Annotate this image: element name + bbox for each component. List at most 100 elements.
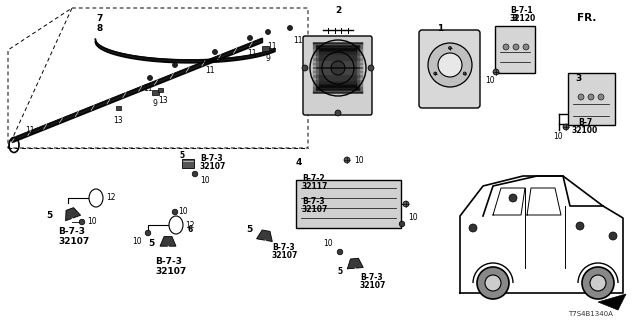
Circle shape xyxy=(590,275,606,291)
Text: B-7-3: B-7-3 xyxy=(155,258,182,267)
Circle shape xyxy=(493,69,499,75)
Circle shape xyxy=(582,267,614,299)
Text: 10: 10 xyxy=(408,213,418,222)
Circle shape xyxy=(428,43,472,87)
Text: 11: 11 xyxy=(247,49,257,58)
Text: 11: 11 xyxy=(143,84,153,92)
Text: B-7-3: B-7-3 xyxy=(200,154,223,163)
Text: 32107: 32107 xyxy=(302,205,328,214)
Circle shape xyxy=(192,171,198,177)
Text: 11: 11 xyxy=(205,66,215,75)
Circle shape xyxy=(322,52,354,84)
Text: 10: 10 xyxy=(200,175,210,185)
Text: 2: 2 xyxy=(335,5,341,14)
Text: 11: 11 xyxy=(268,42,276,51)
Circle shape xyxy=(212,50,218,54)
Text: 10: 10 xyxy=(178,207,188,217)
Circle shape xyxy=(576,222,584,230)
Text: 12: 12 xyxy=(106,194,115,203)
Bar xyxy=(262,45,269,51)
Text: B-7: B-7 xyxy=(578,117,592,126)
Circle shape xyxy=(469,224,477,232)
Polygon shape xyxy=(160,236,176,246)
Circle shape xyxy=(337,249,343,255)
Circle shape xyxy=(463,72,466,75)
Text: 11: 11 xyxy=(293,36,303,44)
Text: 10: 10 xyxy=(323,239,333,249)
Circle shape xyxy=(145,230,151,236)
Text: 32107: 32107 xyxy=(155,268,186,276)
Text: 12: 12 xyxy=(185,220,195,229)
Text: 5: 5 xyxy=(45,211,52,220)
Text: T7S4B1340A: T7S4B1340A xyxy=(568,311,613,317)
Circle shape xyxy=(588,94,594,100)
Text: FR.: FR. xyxy=(577,13,596,23)
Text: 13: 13 xyxy=(113,116,123,124)
Circle shape xyxy=(403,201,409,207)
FancyBboxPatch shape xyxy=(419,30,480,108)
Bar xyxy=(296,180,401,228)
Text: 10: 10 xyxy=(553,132,563,140)
Text: 10: 10 xyxy=(87,218,97,227)
Text: 3: 3 xyxy=(512,13,518,22)
Text: 1: 1 xyxy=(437,23,443,33)
Text: 32120: 32120 xyxy=(510,13,536,22)
Text: 11: 11 xyxy=(25,125,35,134)
Circle shape xyxy=(266,29,271,35)
Circle shape xyxy=(79,219,85,225)
Circle shape xyxy=(438,53,462,77)
Text: 32107: 32107 xyxy=(58,237,89,246)
Text: B-7-2: B-7-2 xyxy=(302,173,324,182)
Bar xyxy=(115,106,120,110)
Circle shape xyxy=(523,44,529,50)
Circle shape xyxy=(335,110,341,116)
Text: 10: 10 xyxy=(132,236,142,245)
Circle shape xyxy=(331,61,345,75)
Circle shape xyxy=(578,94,584,100)
Circle shape xyxy=(513,44,519,50)
Text: 32107: 32107 xyxy=(272,252,298,260)
Text: 4: 4 xyxy=(296,157,302,166)
Text: 32107: 32107 xyxy=(360,282,387,291)
Text: B-7-3: B-7-3 xyxy=(272,244,294,252)
Circle shape xyxy=(485,275,501,291)
Circle shape xyxy=(449,46,451,50)
Circle shape xyxy=(172,209,178,215)
FancyBboxPatch shape xyxy=(495,26,535,73)
Text: 5: 5 xyxy=(179,150,184,159)
Text: B-7-3: B-7-3 xyxy=(360,274,383,283)
Text: 32100: 32100 xyxy=(572,125,598,134)
Circle shape xyxy=(503,44,509,50)
Circle shape xyxy=(344,157,350,163)
Text: 5: 5 xyxy=(246,226,252,235)
Circle shape xyxy=(147,76,152,81)
Circle shape xyxy=(434,72,436,75)
Text: 9: 9 xyxy=(152,99,157,108)
Text: 5: 5 xyxy=(148,238,154,247)
Text: 13: 13 xyxy=(158,95,168,105)
Text: B-7-3: B-7-3 xyxy=(302,197,324,206)
Polygon shape xyxy=(257,230,273,242)
Circle shape xyxy=(368,65,374,71)
Text: 5: 5 xyxy=(338,268,343,276)
FancyBboxPatch shape xyxy=(568,73,615,125)
Circle shape xyxy=(399,221,405,227)
Circle shape xyxy=(287,26,292,30)
Text: 32107: 32107 xyxy=(200,162,227,171)
Circle shape xyxy=(173,62,177,68)
Text: 8: 8 xyxy=(97,23,103,33)
Text: 32117: 32117 xyxy=(302,181,328,190)
Bar xyxy=(182,158,194,167)
Text: 7: 7 xyxy=(97,13,103,22)
Circle shape xyxy=(248,36,253,41)
Circle shape xyxy=(509,194,517,202)
Text: 9: 9 xyxy=(266,53,271,62)
Polygon shape xyxy=(598,294,626,310)
Text: 3: 3 xyxy=(575,74,581,83)
Text: 6: 6 xyxy=(188,226,193,235)
Circle shape xyxy=(598,94,604,100)
Text: 10: 10 xyxy=(485,76,495,84)
Bar xyxy=(157,88,163,92)
Polygon shape xyxy=(348,258,364,269)
FancyBboxPatch shape xyxy=(303,36,372,115)
